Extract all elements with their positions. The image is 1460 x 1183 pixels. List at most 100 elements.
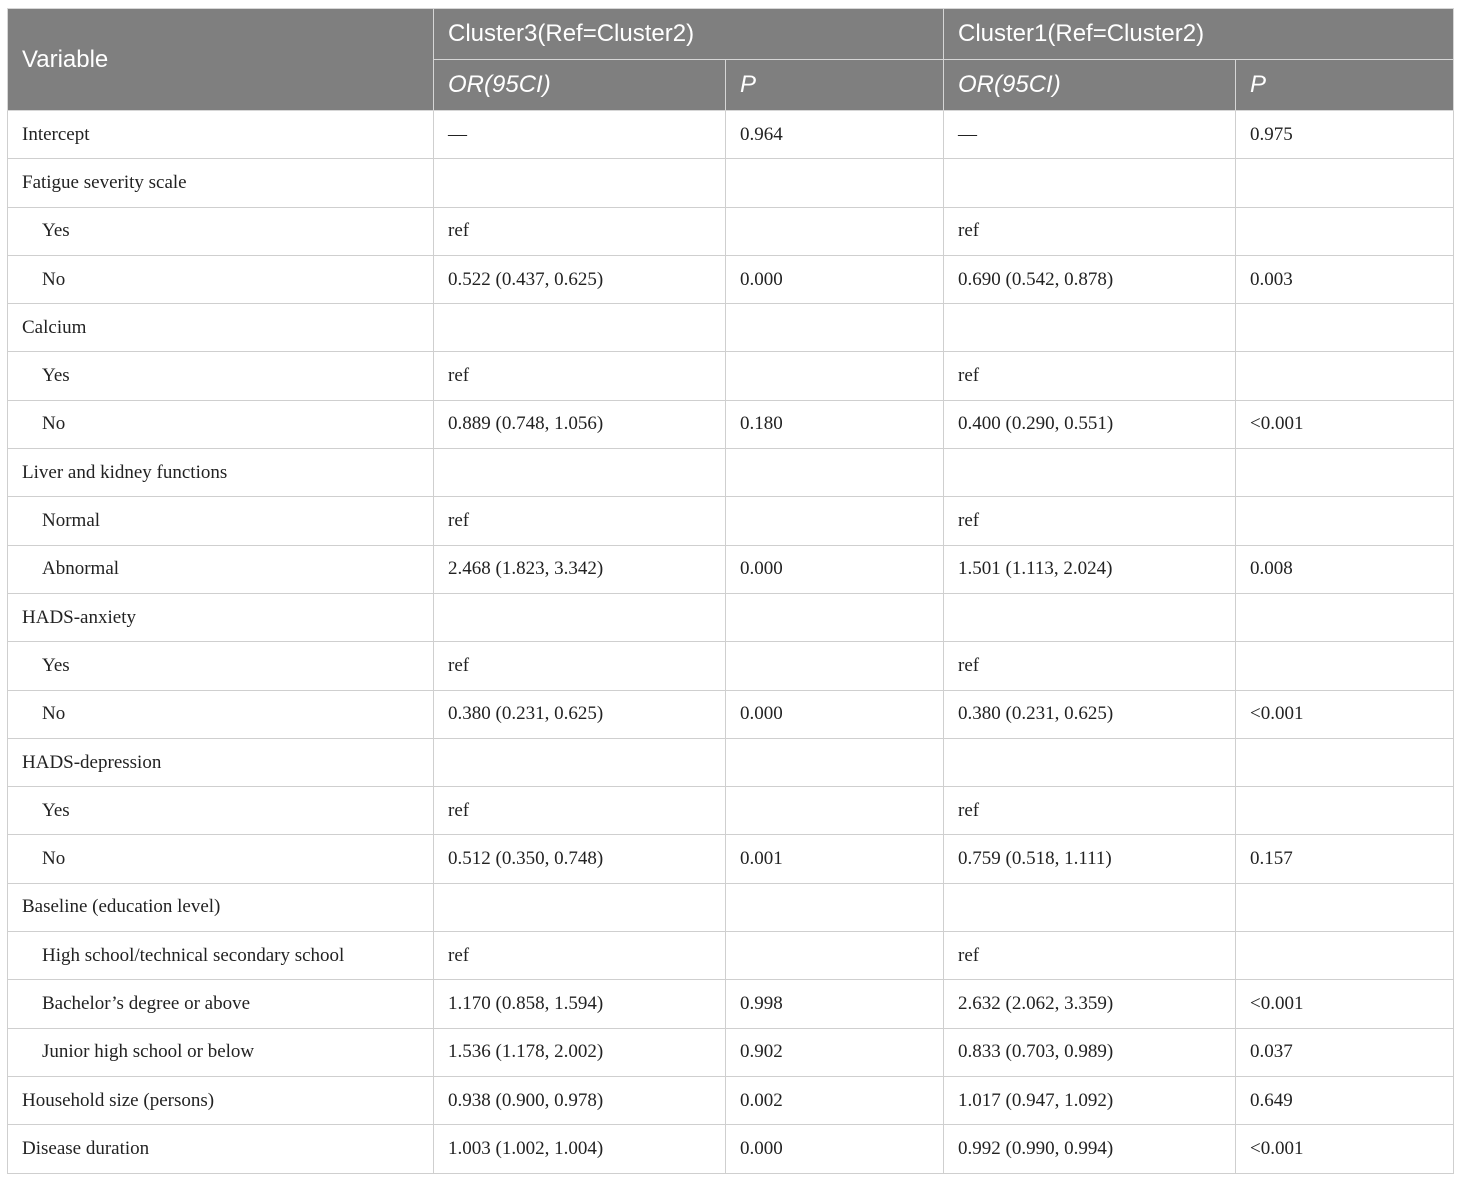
cell: 0.000 — [725, 254, 944, 305]
cell: ref — [943, 496, 1236, 546]
row-label: No — [7, 834, 434, 884]
table-row: Disease duration 1.003 (1.002, 1.004) 0.00… — [7, 1124, 1454, 1174]
cell — [725, 206, 944, 256]
group-row: Fatigue severity scale — [7, 158, 1454, 208]
cell — [725, 158, 944, 208]
cell: <0.001 — [1235, 979, 1454, 1029]
cell: ref — [943, 206, 1236, 256]
cell — [1235, 737, 1454, 788]
cell: ref — [943, 786, 1236, 836]
results-table: Variable Cluster3(Ref=Cluster2) Cluster1… — [7, 8, 1454, 1174]
cell — [725, 737, 944, 788]
cell: 0.759 (0.518, 1.111) — [943, 834, 1236, 884]
row-label: Junior high school or below — [7, 1027, 434, 1077]
table-row: Abnormal 2.468 (1.823, 3.342) 0.000 1.501 (… — [7, 544, 1454, 594]
cell: 0.649 — [1235, 1075, 1454, 1126]
cell — [433, 882, 726, 933]
cell: 0.380 (0.231, 0.625) — [433, 689, 726, 739]
row-label: Yes — [7, 641, 434, 691]
cell: ref — [433, 496, 726, 546]
cell — [1235, 882, 1454, 933]
table-row: Junior high school or below 1.536 (1.178,… — [7, 1027, 1454, 1077]
cell: 0.000 — [725, 689, 944, 739]
cell: 2.632 (2.062, 3.359) — [943, 979, 1236, 1029]
table-row: No 0.380 (0.231, 0.625) 0.000 0.380 (0.231,… — [7, 689, 1454, 739]
row-label: Normal — [7, 496, 434, 546]
row-label: High school/technical secondary school — [7, 931, 434, 981]
cell: ref — [943, 931, 1236, 981]
cell: 1.501 (1.113, 2.024) — [943, 544, 1236, 594]
cell — [1235, 641, 1454, 691]
group-header: Cluster3(Ref=Cluster2) — [433, 8, 944, 60]
cell — [725, 786, 944, 836]
table-row: Bachelor’s degree or above 1.170 (0.858, … — [7, 979, 1454, 1029]
cell — [1235, 496, 1454, 546]
cell: 0.998 — [725, 979, 944, 1029]
group-header: Cluster1(Ref=Cluster2) — [943, 8, 1454, 60]
row-label: No — [7, 689, 434, 739]
row-label: Disease duration — [7, 1124, 434, 1174]
cell — [1235, 206, 1454, 256]
column-header: OR(95CI) — [943, 59, 1236, 111]
cell: <0.001 — [1235, 399, 1454, 450]
cell: — — [433, 109, 726, 160]
cell: 0.008 — [1235, 544, 1454, 594]
cell — [433, 448, 726, 498]
cell — [943, 882, 1236, 933]
table-header: Variable Cluster3(Ref=Cluster2) Cluster1… — [7, 8, 1454, 111]
cell — [1235, 448, 1454, 498]
cell: ref — [433, 786, 726, 836]
row-label: Intercept — [7, 109, 434, 160]
cell: 0.889 (0.748, 1.056) — [433, 399, 726, 450]
table-row: High school/technical secondary school re… — [7, 931, 1454, 981]
table-row: Intercept —0.964—0.975 — [7, 109, 1454, 160]
cell: 0.833 (0.703, 0.989) — [943, 1027, 1236, 1077]
cell: ref — [943, 351, 1236, 401]
table-body: Intercept —0.964—0.975 Fatigue severity sc… — [7, 109, 1454, 1174]
row-label: Abnormal — [7, 544, 434, 594]
cell — [725, 641, 944, 691]
cell — [943, 448, 1236, 498]
cell: 0.003 — [1235, 254, 1454, 305]
cell: 0.690 (0.542, 0.878) — [943, 254, 1236, 305]
table-row: No 0.512 (0.350, 0.748) 0.001 0.759 (0.518,… — [7, 834, 1454, 884]
cell: 0.938 (0.900, 0.978) — [433, 1075, 726, 1126]
cell — [725, 931, 944, 981]
cell: ref — [943, 641, 1236, 691]
column-header: OR(95CI) — [433, 59, 726, 111]
table-row: Yes ref ref — [7, 206, 1454, 256]
cell: ref — [433, 351, 726, 401]
table-row: Yes ref ref — [7, 786, 1454, 836]
group-label: Calcium — [7, 303, 434, 353]
cell: 0.000 — [725, 1124, 944, 1174]
row-label: No — [7, 254, 434, 305]
cell: 1.170 (0.858, 1.594) — [433, 979, 726, 1029]
cell — [1235, 158, 1454, 208]
table-row: Normal ref ref — [7, 496, 1454, 546]
cell — [433, 303, 726, 353]
table-row: Household size (persons) 0.938 (0.900, 0.… — [7, 1075, 1454, 1126]
cell — [943, 592, 1236, 643]
cell — [943, 303, 1236, 353]
cell — [943, 158, 1236, 208]
cell: 0.001 — [725, 834, 944, 884]
cell — [1235, 931, 1454, 981]
cell: 0.157 — [1235, 834, 1454, 884]
cell: ref — [433, 931, 726, 981]
cell — [725, 496, 944, 546]
cell: 0.180 — [725, 399, 944, 450]
row-label: Yes — [7, 206, 434, 256]
cell: ref — [433, 206, 726, 256]
cell — [1235, 351, 1454, 401]
cell: 0.002 — [725, 1075, 944, 1126]
cell — [1235, 592, 1454, 643]
cell — [725, 882, 944, 933]
cell: 1.536 (1.178, 2.002) — [433, 1027, 726, 1077]
cell: <0.001 — [1235, 1124, 1454, 1174]
cell: 0.902 — [725, 1027, 944, 1077]
group-label: Baseline (education level) — [7, 882, 434, 933]
cell: 0.964 — [725, 109, 944, 160]
variable-header: Variable — [7, 8, 434, 111]
table-row: No 0.522 (0.437, 0.625) 0.000 0.690 (0.542,… — [7, 254, 1454, 305]
